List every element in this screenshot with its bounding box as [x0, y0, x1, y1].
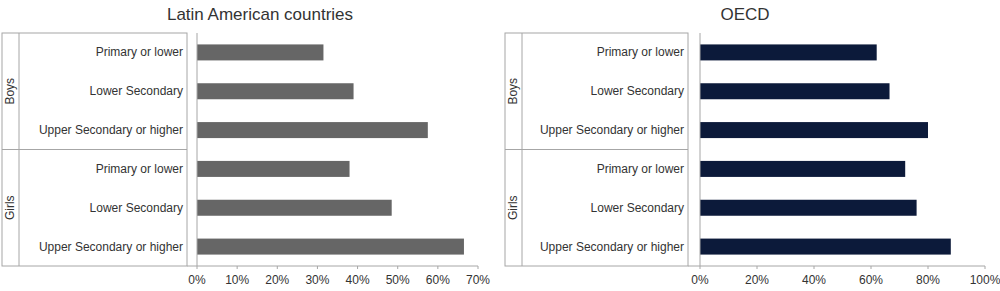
category-label: Upper Secondary or higher — [39, 240, 183, 254]
bar — [700, 239, 951, 255]
bar — [197, 239, 464, 255]
tick-mark — [478, 266, 479, 269]
tick-label: 40% — [802, 273, 826, 287]
category-label: Lower Secondary — [591, 84, 684, 98]
bar — [700, 200, 917, 216]
category-label: Primary or lower — [597, 45, 684, 59]
tick-mark — [357, 266, 358, 269]
chart-panel: Latin American countries Boys Primary or l… — [2, 5, 490, 287]
category-label: Lower Secondary — [90, 201, 183, 215]
bars — [197, 44, 464, 254]
tick-label: 80% — [916, 273, 940, 287]
tick-mark — [700, 266, 701, 269]
category-label: Primary or lower — [597, 162, 684, 176]
tick-label: 40% — [346, 273, 370, 287]
group-divider — [505, 149, 688, 150]
category-label: Lower Secondary — [591, 201, 684, 215]
bar — [197, 44, 323, 60]
group-label: Boys — [506, 78, 520, 105]
group-label: Girls — [506, 195, 520, 220]
tick-mark — [437, 266, 438, 269]
bar — [197, 200, 392, 216]
chart-title: OECD — [720, 5, 769, 24]
group-box — [2, 33, 187, 266]
category-label: Primary or lower — [96, 162, 183, 176]
group-box — [505, 33, 688, 266]
group-label: Boys — [3, 78, 17, 105]
group-divider — [2, 149, 187, 150]
bar — [197, 83, 354, 99]
chart-svg: Latin American countries Boys Primary or l… — [0, 0, 1000, 291]
tick-label: 70% — [466, 273, 490, 287]
category-label: Upper Secondary or higher — [540, 123, 684, 137]
tick-label: 20% — [265, 273, 289, 287]
tick-label: 10% — [225, 273, 249, 287]
category-label: Lower Secondary — [90, 84, 183, 98]
bars — [700, 44, 951, 254]
tick-mark — [197, 266, 198, 269]
category-label: Upper Secondary or higher — [540, 240, 684, 254]
y-axis-line — [197, 33, 198, 266]
tick-mark — [277, 266, 278, 269]
bar — [197, 122, 428, 138]
chart-title: Latin American countries — [167, 5, 353, 24]
bar — [700, 161, 905, 177]
tick-label: 100% — [970, 273, 1000, 287]
category-label: Upper Secondary or higher — [39, 123, 183, 137]
tick-mark — [985, 266, 986, 269]
tick-label: 30% — [305, 273, 329, 287]
tick-mark — [397, 266, 398, 269]
bar — [700, 44, 877, 60]
y-axis-line — [700, 33, 701, 266]
x-axis-line — [688, 266, 985, 267]
tick-label: 0% — [691, 273, 709, 287]
tick-label: 60% — [426, 273, 450, 287]
chart-root: Latin American countries Boys Primary or l… — [0, 0, 1000, 291]
tick-mark — [317, 266, 318, 269]
tick-mark — [928, 266, 929, 269]
tick-label: 20% — [745, 273, 769, 287]
group-label: Girls — [3, 195, 17, 220]
bar — [700, 83, 890, 99]
tick-label: 60% — [859, 273, 883, 287]
category-label: Primary or lower — [96, 45, 183, 59]
tick-label: 50% — [386, 273, 410, 287]
tick-mark — [237, 266, 238, 269]
tick-mark — [757, 266, 758, 269]
tick-mark — [814, 266, 815, 269]
bar — [700, 122, 928, 138]
tick-label: 0% — [188, 273, 206, 287]
bar — [197, 161, 350, 177]
chart-panel: OECD Boys Primary or lower Lower Secondary U… — [505, 5, 1000, 287]
tick-mark — [871, 266, 872, 269]
x-axis-line — [187, 266, 478, 267]
